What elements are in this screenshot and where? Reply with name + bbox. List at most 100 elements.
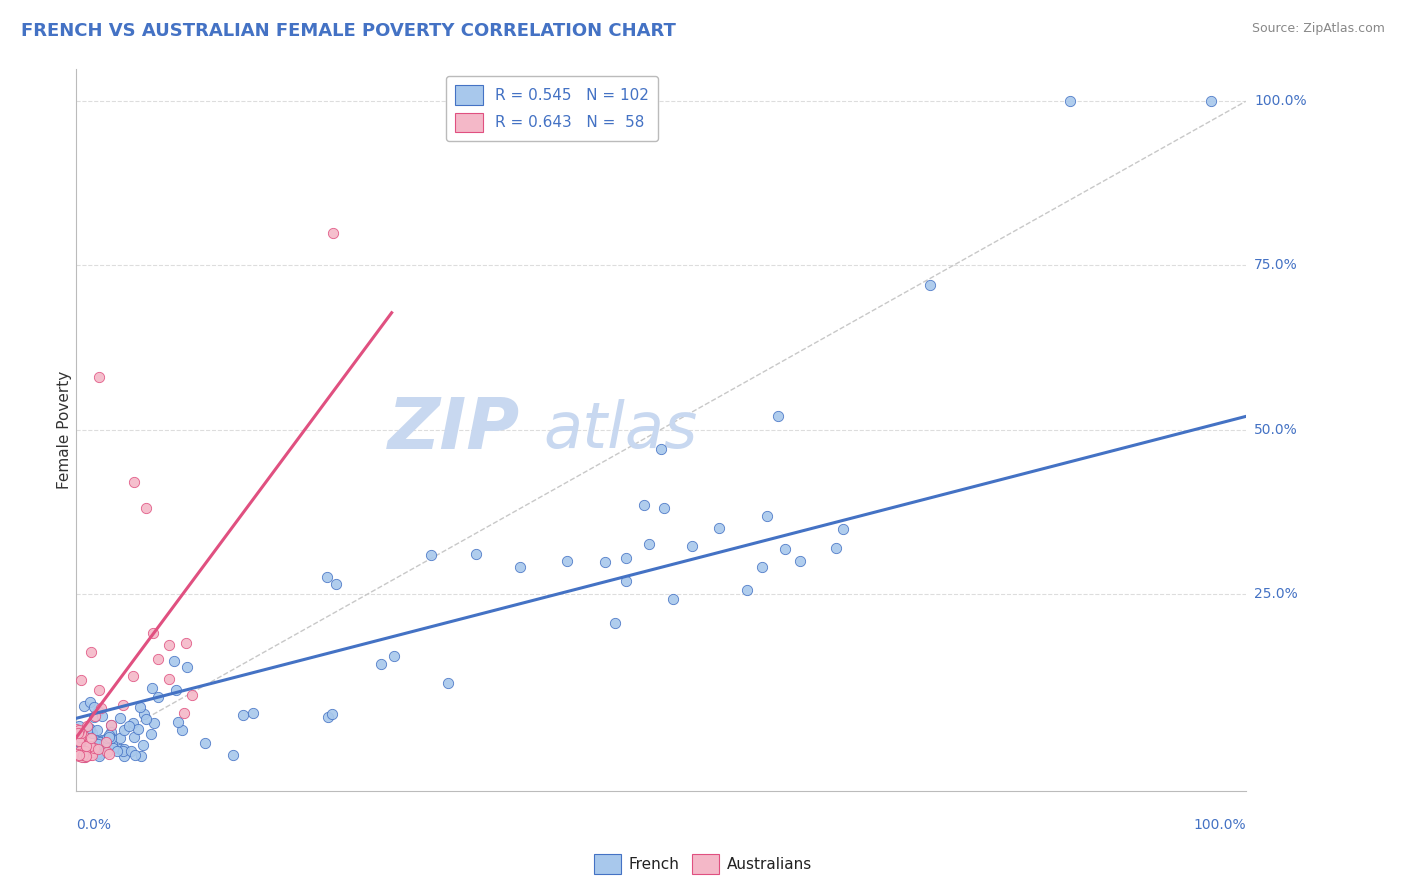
Point [67, 727, 90, 741]
Point [135, 712, 157, 726]
Point [437, 676, 460, 690]
Point [141, 727, 163, 741]
Point [654, 501, 676, 516]
Point [89, 735, 111, 749]
Point [98, 747, 121, 761]
Point [832, 522, 855, 536]
Point [110, 731, 132, 745]
Point [80, 726, 103, 740]
Point [174, 636, 197, 650]
Text: ZIP: ZIP [388, 395, 520, 464]
Point [65, 722, 87, 736]
Point [69, 730, 91, 744]
Point [67, 726, 90, 740]
Point [176, 660, 198, 674]
Point [89, 734, 111, 748]
Point [72, 747, 94, 762]
Point [69, 726, 91, 740]
Point [114, 742, 136, 756]
Point [173, 706, 195, 720]
Point [83, 739, 105, 753]
Point [157, 672, 180, 686]
Text: 25.0%: 25.0% [1254, 587, 1298, 600]
Text: 75.0%: 75.0% [1254, 259, 1298, 272]
Point [73, 698, 96, 713]
Text: 100.0%: 100.0% [1194, 818, 1246, 832]
Point [67, 723, 90, 738]
Point [97, 731, 120, 745]
Point [127, 722, 149, 736]
Point [112, 748, 135, 763]
Point [79, 741, 101, 756]
Point [76, 719, 98, 733]
Point [316, 570, 339, 584]
Point [87, 749, 110, 764]
Point [146, 652, 169, 666]
Point [67, 744, 90, 758]
Point [1059, 95, 1081, 109]
Point [222, 747, 245, 762]
Point [131, 738, 153, 752]
Point [77, 721, 100, 735]
Point [148, 690, 170, 705]
Point [67, 719, 90, 733]
Point [662, 592, 685, 607]
Point [96, 731, 118, 745]
Point [122, 715, 145, 730]
Point [67, 749, 90, 764]
Legend: R = 0.545   N = 102, R = 0.643   N =  58: R = 0.545 N = 102, R = 0.643 N = 58 [446, 76, 658, 142]
Text: FRENCH VS AUSTRALIAN FEMALE POVERTY CORRELATION CHART: FRENCH VS AUSTRALIAN FEMALE POVERTY CORR… [21, 22, 676, 40]
Point [382, 649, 405, 664]
Point [118, 719, 141, 733]
Point [124, 475, 146, 489]
Text: 50.0%: 50.0% [1254, 423, 1298, 436]
Point [67, 733, 90, 747]
Point [73, 747, 96, 762]
Point [90, 733, 112, 747]
Point [111, 698, 134, 713]
Point [83, 708, 105, 723]
Point [755, 508, 778, 523]
Point [135, 501, 157, 516]
Point [83, 741, 105, 756]
Point [82, 747, 104, 762]
Point [97, 728, 120, 742]
Point [825, 541, 848, 555]
Point [232, 707, 254, 722]
Point [124, 747, 146, 762]
Point [98, 742, 121, 756]
Point [72, 749, 94, 764]
Point [83, 742, 105, 756]
Point [69, 744, 91, 758]
Point [79, 695, 101, 709]
Point [73, 749, 96, 764]
Point [112, 723, 135, 738]
Point [70, 745, 93, 759]
Point [509, 560, 531, 574]
Point [67, 747, 90, 762]
Point [89, 740, 111, 755]
Point [108, 710, 131, 724]
Point [79, 739, 101, 754]
Point [94, 735, 117, 749]
Point [69, 725, 91, 739]
Point [709, 521, 731, 535]
Point [129, 699, 152, 714]
Point [100, 718, 122, 732]
Point [67, 747, 90, 761]
Point [101, 741, 124, 756]
Text: 100.0%: 100.0% [1254, 95, 1306, 108]
Point [633, 498, 655, 512]
Point [93, 737, 115, 751]
Point [83, 710, 105, 724]
Point [316, 710, 339, 724]
Point [79, 722, 101, 736]
Point [614, 550, 637, 565]
Text: Source: ZipAtlas.com: Source: ZipAtlas.com [1251, 22, 1385, 36]
Point [70, 673, 93, 688]
Point [87, 737, 110, 751]
Point [87, 683, 110, 698]
Point [181, 688, 204, 702]
Y-axis label: Female Poverty: Female Poverty [58, 370, 72, 489]
Point [86, 704, 108, 718]
